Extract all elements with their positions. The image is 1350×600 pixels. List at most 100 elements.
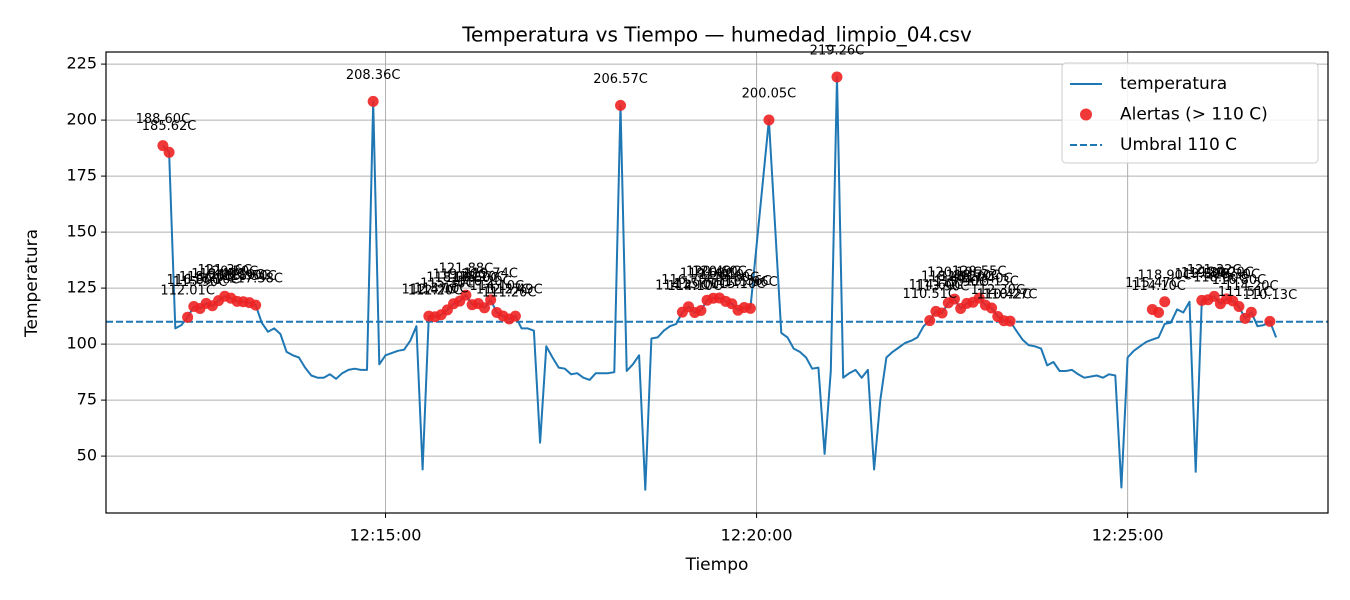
alert-label: 119.10C xyxy=(210,268,265,283)
alert-point xyxy=(1004,315,1016,327)
alert-label: 112.01C xyxy=(160,284,215,299)
legend-label: temperatura xyxy=(1120,74,1227,94)
alert-label: 120.55C xyxy=(952,265,1007,280)
alert-label: 111.20C xyxy=(482,286,537,301)
alert-label: 116.70C xyxy=(661,273,716,288)
alert-label: 110.27C xyxy=(983,288,1038,303)
alert-label: 112.30C xyxy=(970,283,1025,298)
alert-point xyxy=(831,71,843,83)
alert-label: 115.96C xyxy=(723,275,778,290)
alert-label: 120.20C xyxy=(1199,265,1254,280)
alert-label: 112.20C xyxy=(408,283,463,298)
x-tick-label: 12:15:00 xyxy=(350,526,422,545)
alert-label: 119.80C xyxy=(1181,266,1236,281)
y-tick-label: 175 xyxy=(66,166,97,185)
alert-label: 118.20C xyxy=(940,270,995,285)
alert-label: 119.30C xyxy=(1205,267,1260,282)
alert-label: 112.57C xyxy=(476,282,531,297)
alert-point xyxy=(163,146,175,158)
alert-label: 114.29C xyxy=(655,279,710,294)
alert-label: 114.10C xyxy=(667,279,722,294)
alert-label: 117.40C xyxy=(958,272,1013,287)
alert-point xyxy=(695,305,707,317)
alert-label: 116.80C xyxy=(167,273,222,288)
alert-point xyxy=(986,302,998,314)
alert-label: 118.70C xyxy=(946,269,1001,284)
alert-label: 208.36C xyxy=(346,68,401,83)
alert-label: 188.60C xyxy=(136,112,191,127)
alert-label: 118.10C xyxy=(451,270,506,285)
legend-label: Umbral 110 C xyxy=(1120,135,1237,155)
alert-point xyxy=(924,315,936,327)
alert-label: 119.74C xyxy=(463,266,518,281)
alert-label: 116.36C xyxy=(717,274,772,289)
alert-label: 119.20C xyxy=(432,268,487,283)
alert-label: 115.47C xyxy=(1125,276,1180,291)
alert-label: 121.36C xyxy=(197,263,252,278)
alert-label: 120.50C xyxy=(204,265,259,280)
alert-label: 119.60C xyxy=(680,267,735,282)
alert-point xyxy=(478,302,490,314)
alert-label: 114.10C xyxy=(1131,279,1186,294)
alert-label: 112.47C xyxy=(402,283,457,298)
alert-label: 116.80C xyxy=(1212,273,1267,288)
alert-label: 121.32C xyxy=(1187,263,1242,278)
alert-point xyxy=(948,293,960,305)
alert-label: 112.49C xyxy=(488,283,543,298)
alert-label: 111.51C xyxy=(1218,285,1273,300)
alert-label: 118.50C xyxy=(222,269,277,284)
alert-label: 117.10C xyxy=(185,272,240,287)
alert-point xyxy=(1233,300,1245,312)
alert-label: 115.00C xyxy=(674,277,729,292)
alert-point xyxy=(763,114,775,126)
y-tick-label: 225 xyxy=(66,54,97,73)
legend: temperatura Alertas (> 110 C) Umbral 110 C xyxy=(1061,62,1319,164)
alert-point xyxy=(367,95,379,107)
alert-label: 219.26C xyxy=(810,43,865,58)
chart-title: Temperatura vs Tiempo — humedad_limpio_0… xyxy=(461,23,972,47)
alert-label: 110.51C xyxy=(902,287,957,302)
y-tick-label: 50 xyxy=(77,446,97,465)
x-tick-label: 12:25:00 xyxy=(1092,526,1164,545)
alert-label: 119.40C xyxy=(191,267,246,282)
y-tick-label: 75 xyxy=(77,390,97,409)
alert-label: 120.60C xyxy=(692,264,747,279)
alert-label: 115.90C xyxy=(933,275,988,290)
alert-point xyxy=(1208,290,1220,302)
alert-label: 116.13C xyxy=(964,274,1019,289)
alert-point xyxy=(250,299,262,311)
alert-point xyxy=(1159,296,1171,308)
alert-label: 200.05C xyxy=(742,86,797,101)
alert-label: 113.10C xyxy=(414,281,469,296)
x-tick-label: 12:20:00 xyxy=(721,526,793,545)
y-tick-label: 100 xyxy=(66,334,97,353)
alert-label: 114.20C xyxy=(1224,279,1279,294)
alert-point xyxy=(1264,315,1276,327)
y-tick-label: 150 xyxy=(66,222,97,241)
alert-label: 113.90C xyxy=(915,279,970,294)
alert-label: 115.90C xyxy=(173,275,228,290)
alert-label: 120.10C xyxy=(927,266,982,281)
alert-label: 115.30C xyxy=(420,276,475,291)
alert-label: 118.40C xyxy=(921,269,976,284)
alert-label: 118.00C xyxy=(1193,270,1248,285)
alert-point xyxy=(615,99,627,111)
alert-point xyxy=(1245,306,1257,318)
alert-label: 119.10C xyxy=(698,268,753,283)
alert-point xyxy=(509,310,521,322)
alert-label: 185.62C xyxy=(142,119,197,134)
alert-point xyxy=(182,311,194,323)
alert-label: 116.20C xyxy=(457,274,512,289)
alert-label: 121.88C xyxy=(439,262,494,277)
alert-point xyxy=(1153,307,1165,319)
alert-label: 206.57C xyxy=(593,72,648,87)
y-tick-label: 125 xyxy=(66,278,97,297)
y-axis-label: Temperatura xyxy=(22,229,42,338)
axes-frame xyxy=(105,51,1329,514)
y-tick-label: 200 xyxy=(66,110,97,129)
alert-label: 114.10C xyxy=(470,279,525,294)
x-axis-label: Tiempo xyxy=(685,555,749,575)
alert-label: 118.90C xyxy=(216,268,271,283)
alert-point xyxy=(936,307,948,319)
alert-label: 120.49C xyxy=(686,265,741,280)
